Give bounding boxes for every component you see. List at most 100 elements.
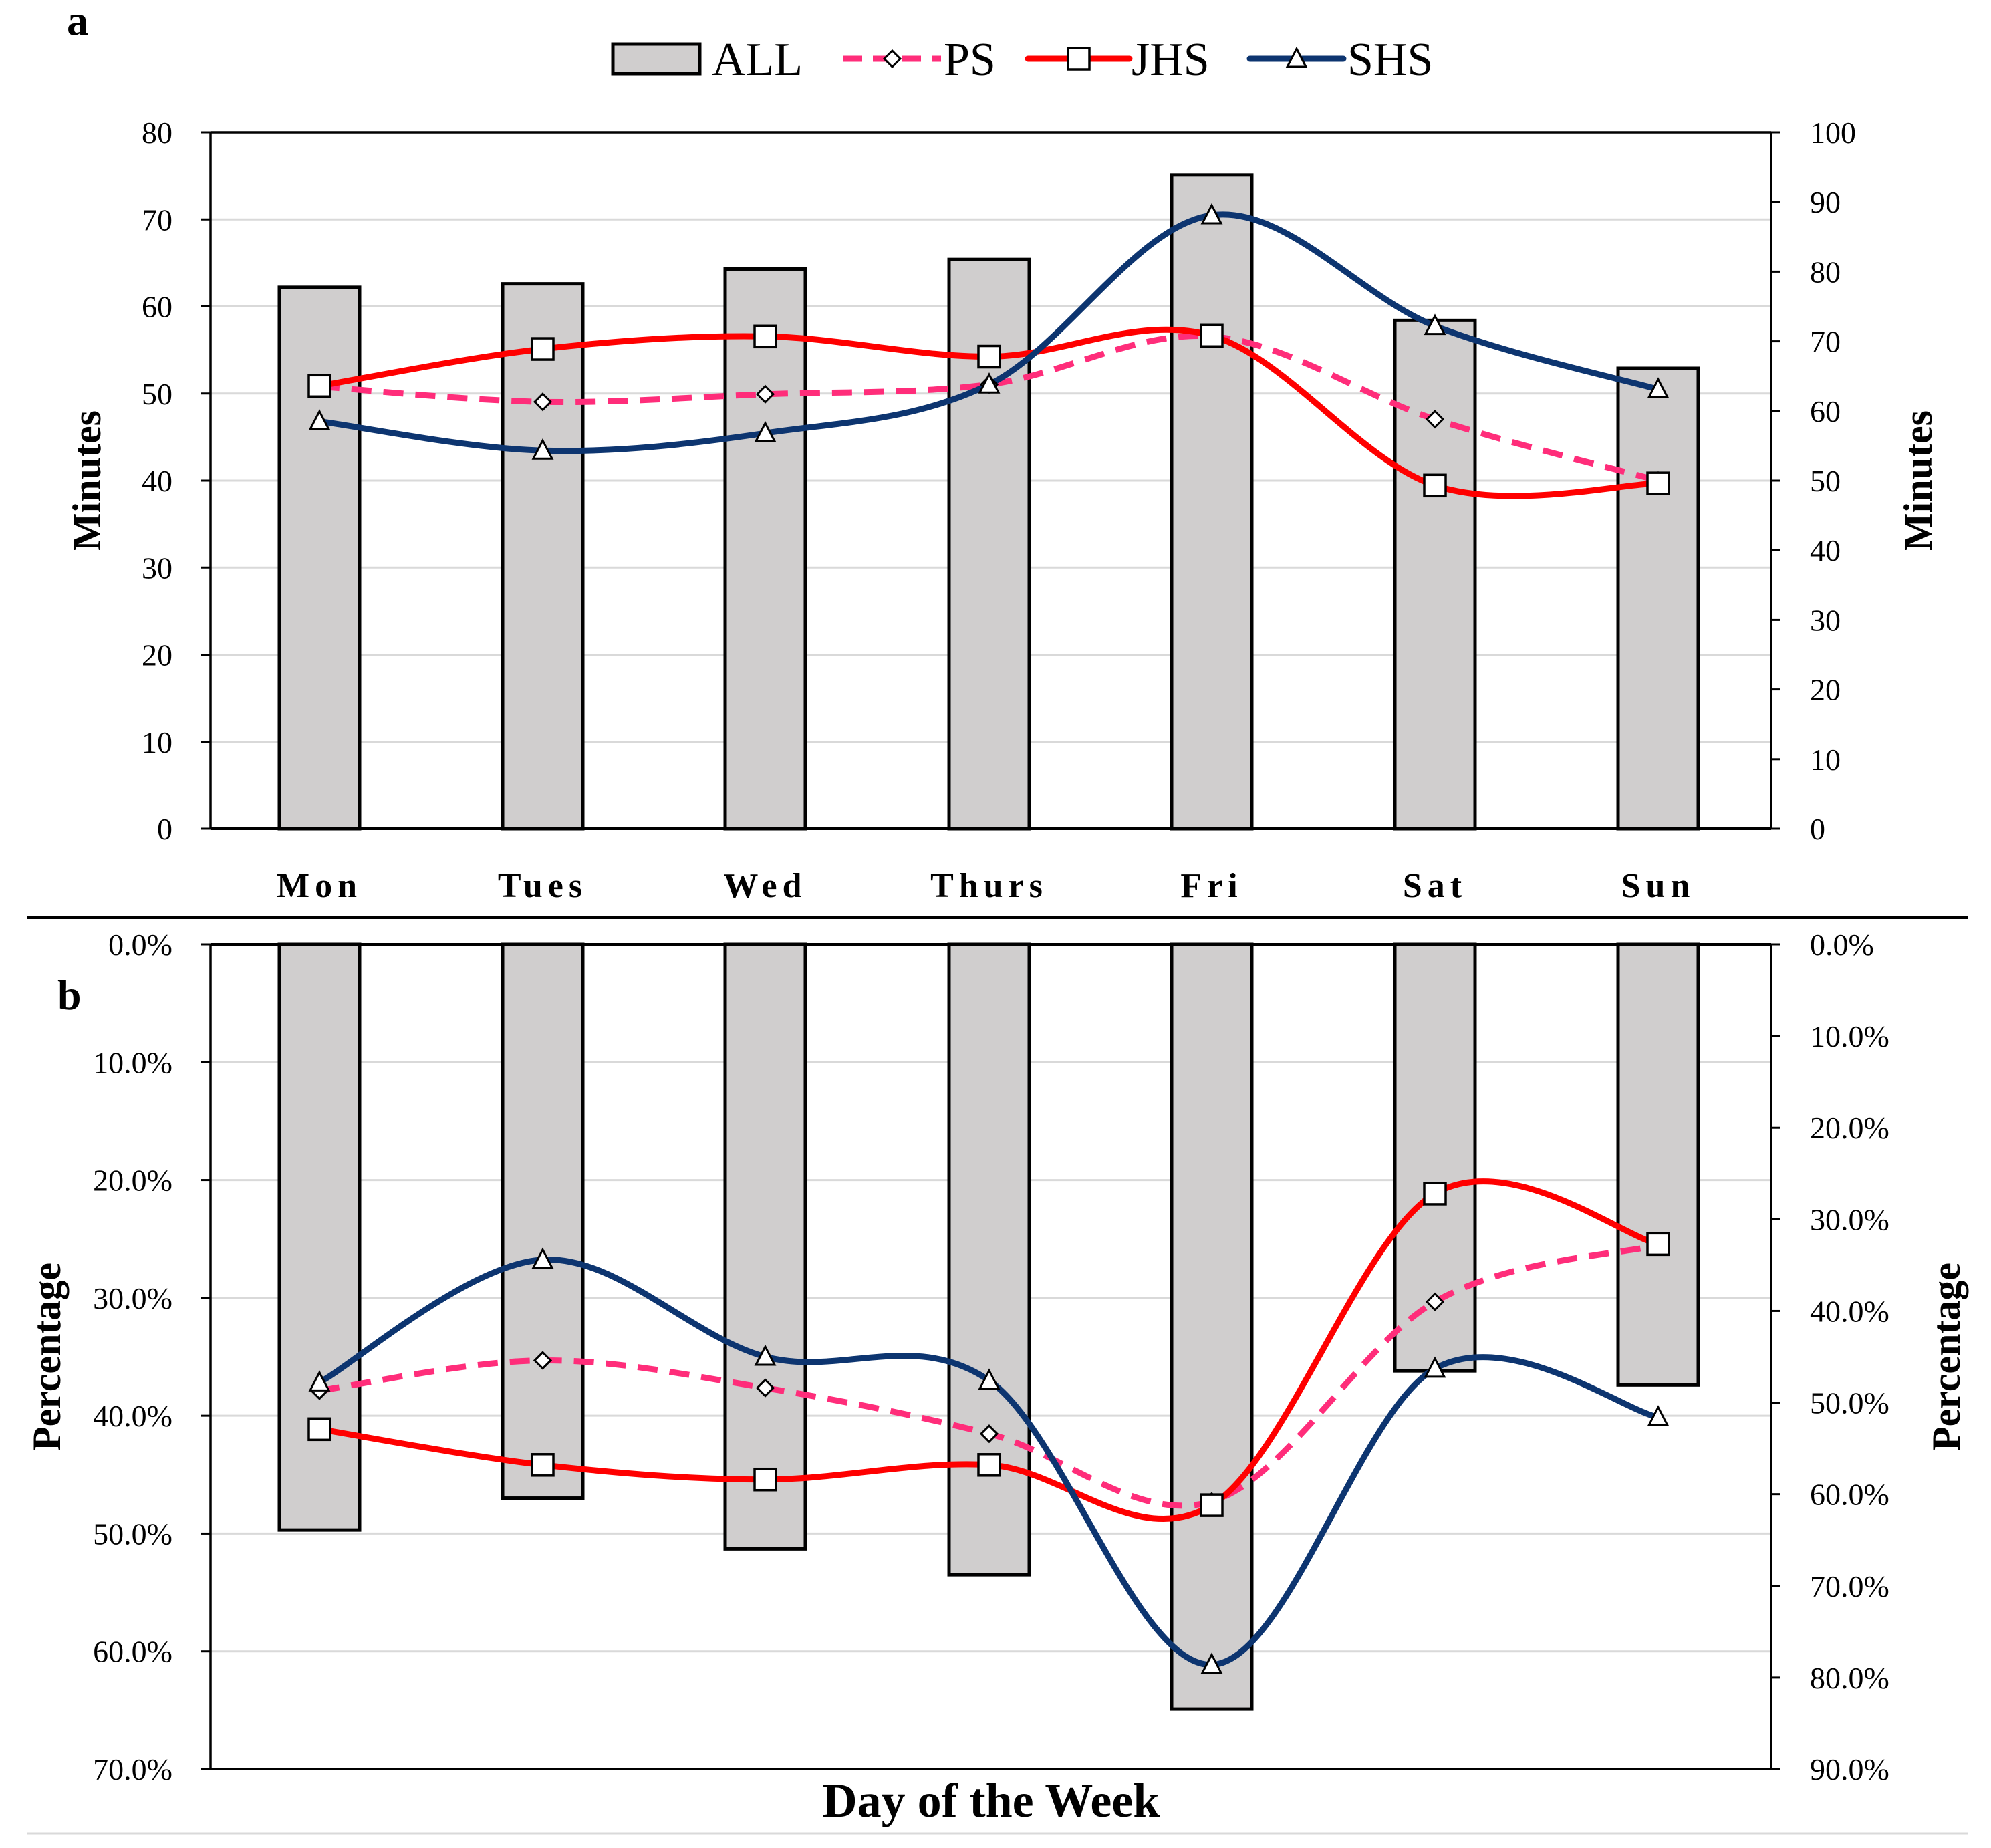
left-axis-tick-label: 20 <box>142 638 172 672</box>
marker-shs-sun <box>1647 377 1670 398</box>
right-axis-tick-label: 90 <box>1810 185 1841 219</box>
left-axis-tick-label: 30 <box>142 551 172 585</box>
legend-label-shs: SHS <box>1347 34 1433 86</box>
right-axis-tick-label: 100 <box>1810 116 1856 150</box>
marker-shs-fri <box>1200 203 1223 225</box>
right-axis-title: Percentage <box>1924 1263 1968 1451</box>
right-axis-tick-label: 40.0% <box>1810 1294 1889 1328</box>
marker-jhs-mon <box>307 374 331 398</box>
right-axis-tick-label: 50.0% <box>1810 1386 1889 1420</box>
bar-all-wed <box>723 267 807 831</box>
marker-shs-thurs <box>978 372 1001 394</box>
bar-all-wed <box>723 942 807 1551</box>
marker-shs-mon <box>308 1370 331 1392</box>
marker-jhs-sat <box>1423 473 1447 498</box>
bar-all-fri <box>1170 942 1254 1711</box>
marker-shs-tues <box>531 1247 554 1269</box>
marker-jhs-tues <box>531 1453 555 1477</box>
right-axis-tick-label: 70.0% <box>1810 1569 1889 1603</box>
legend-label-all: ALL <box>712 34 803 86</box>
right-axis-tick-label: 10 <box>1810 743 1841 777</box>
legend-label-ps: PS <box>944 34 996 86</box>
day-label-sun: Sun <box>1621 867 1696 905</box>
day-label-tues: Tues <box>498 867 587 905</box>
marker-shs-sat <box>1424 313 1446 336</box>
left-axis-title: Minutes <box>65 410 109 551</box>
bar-all-mon <box>277 942 362 1532</box>
left-axis-tick-label: 50.0% <box>93 1516 172 1551</box>
marker-ps-sat <box>1425 410 1445 429</box>
marker-ps-tues <box>533 392 553 412</box>
x-axis-title: Day of the Week <box>823 1774 1160 1827</box>
right-axis-tick-label: 40 <box>1810 533 1841 567</box>
marker-ps-thurs <box>979 1424 999 1444</box>
legend-marker-jhs <box>1067 47 1091 71</box>
marker-shs-sat <box>1424 1356 1446 1378</box>
bar-all-sun <box>1616 942 1700 1387</box>
left-axis-tick-label: 30.0% <box>93 1281 172 1315</box>
left-axis-tick-label: 40 <box>142 464 172 498</box>
marker-shs-fri <box>1200 1652 1223 1674</box>
marker-shs-wed <box>754 1344 777 1366</box>
day-label-wed: Wed <box>723 867 807 905</box>
bar-all-fri <box>1170 173 1254 831</box>
legend-marker-ps <box>882 49 902 69</box>
bar-all-thurs <box>947 942 1031 1577</box>
legend-swatch-all <box>611 42 702 76</box>
right-axis-tick-label: 50 <box>1810 464 1841 498</box>
bar-all-mon <box>277 285 362 831</box>
left-axis-title: Percentage <box>25 1263 69 1451</box>
right-axis-tick-label: 0.0% <box>1810 928 1874 962</box>
left-axis-tick-label: 50 <box>142 377 172 411</box>
marker-jhs-mon <box>307 1417 331 1442</box>
left-axis-tick-label: 10 <box>142 725 172 759</box>
marker-shs-thurs <box>978 1368 1001 1390</box>
right-axis-title: Minutes <box>1896 410 1940 551</box>
right-axis-tick-label: 20 <box>1810 673 1841 707</box>
marker-shs-mon <box>308 409 331 430</box>
right-axis-tick-label: 20.0% <box>1810 1111 1889 1145</box>
marker-ps-wed <box>755 384 775 404</box>
left-axis-tick-label: 20.0% <box>93 1164 172 1198</box>
panel-label-b: b <box>57 971 82 1019</box>
marker-jhs-sun <box>1646 471 1670 495</box>
right-axis-tick-label: 10.0% <box>1810 1019 1889 1053</box>
day-label-sat: Sat <box>1403 867 1467 905</box>
left-axis-tick-label: 40.0% <box>93 1399 172 1433</box>
marker-shs-tues <box>531 438 554 460</box>
legend-label-jhs: JHS <box>1132 34 1210 86</box>
left-axis-tick-label: 70 <box>142 203 172 237</box>
right-axis-tick-label: 80.0% <box>1810 1661 1889 1695</box>
marker-jhs-fri <box>1200 1493 1224 1517</box>
marker-jhs-sun <box>1646 1232 1670 1257</box>
right-axis-tick-label: 30 <box>1810 603 1841 637</box>
marker-jhs-thurs <box>977 344 1001 369</box>
marker-jhs-tues <box>531 337 555 361</box>
left-axis-tick-label: 80 <box>142 116 172 150</box>
right-axis-tick-label: 90.0% <box>1810 1752 1889 1787</box>
right-axis-tick-label: 0 <box>1810 812 1825 846</box>
left-axis-tick-label: 60 <box>142 290 172 324</box>
day-label-thurs: Thurs <box>930 867 1048 905</box>
day-label-fri: Fri <box>1180 867 1242 905</box>
left-axis-tick-label: 0.0% <box>108 928 172 962</box>
right-axis-tick-label: 80 <box>1810 255 1841 289</box>
bar-all-sun <box>1616 366 1700 831</box>
legend-marker-shs <box>1285 46 1308 68</box>
marker-jhs-thurs <box>977 1453 1001 1477</box>
bar-all-tues <box>501 942 585 1500</box>
panel-label-a: a <box>67 0 88 44</box>
right-axis-tick-label: 30.0% <box>1810 1202 1889 1236</box>
marker-ps-wed <box>755 1378 775 1398</box>
bar-all-sat <box>1393 318 1477 831</box>
right-axis-tick-label: 60.0% <box>1810 1478 1889 1512</box>
day-label-mon: Mon <box>277 867 362 905</box>
left-axis-tick-label: 10.0% <box>93 1045 172 1079</box>
left-axis-tick-label: 60.0% <box>93 1635 172 1669</box>
marker-ps-sat <box>1425 1292 1445 1311</box>
marker-jhs-sat <box>1423 1182 1447 1206</box>
marker-jhs-wed <box>753 1467 777 1492</box>
right-axis-tick-label: 70 <box>1810 325 1841 359</box>
marker-jhs-wed <box>753 324 777 349</box>
bar-all-tues <box>501 282 585 831</box>
